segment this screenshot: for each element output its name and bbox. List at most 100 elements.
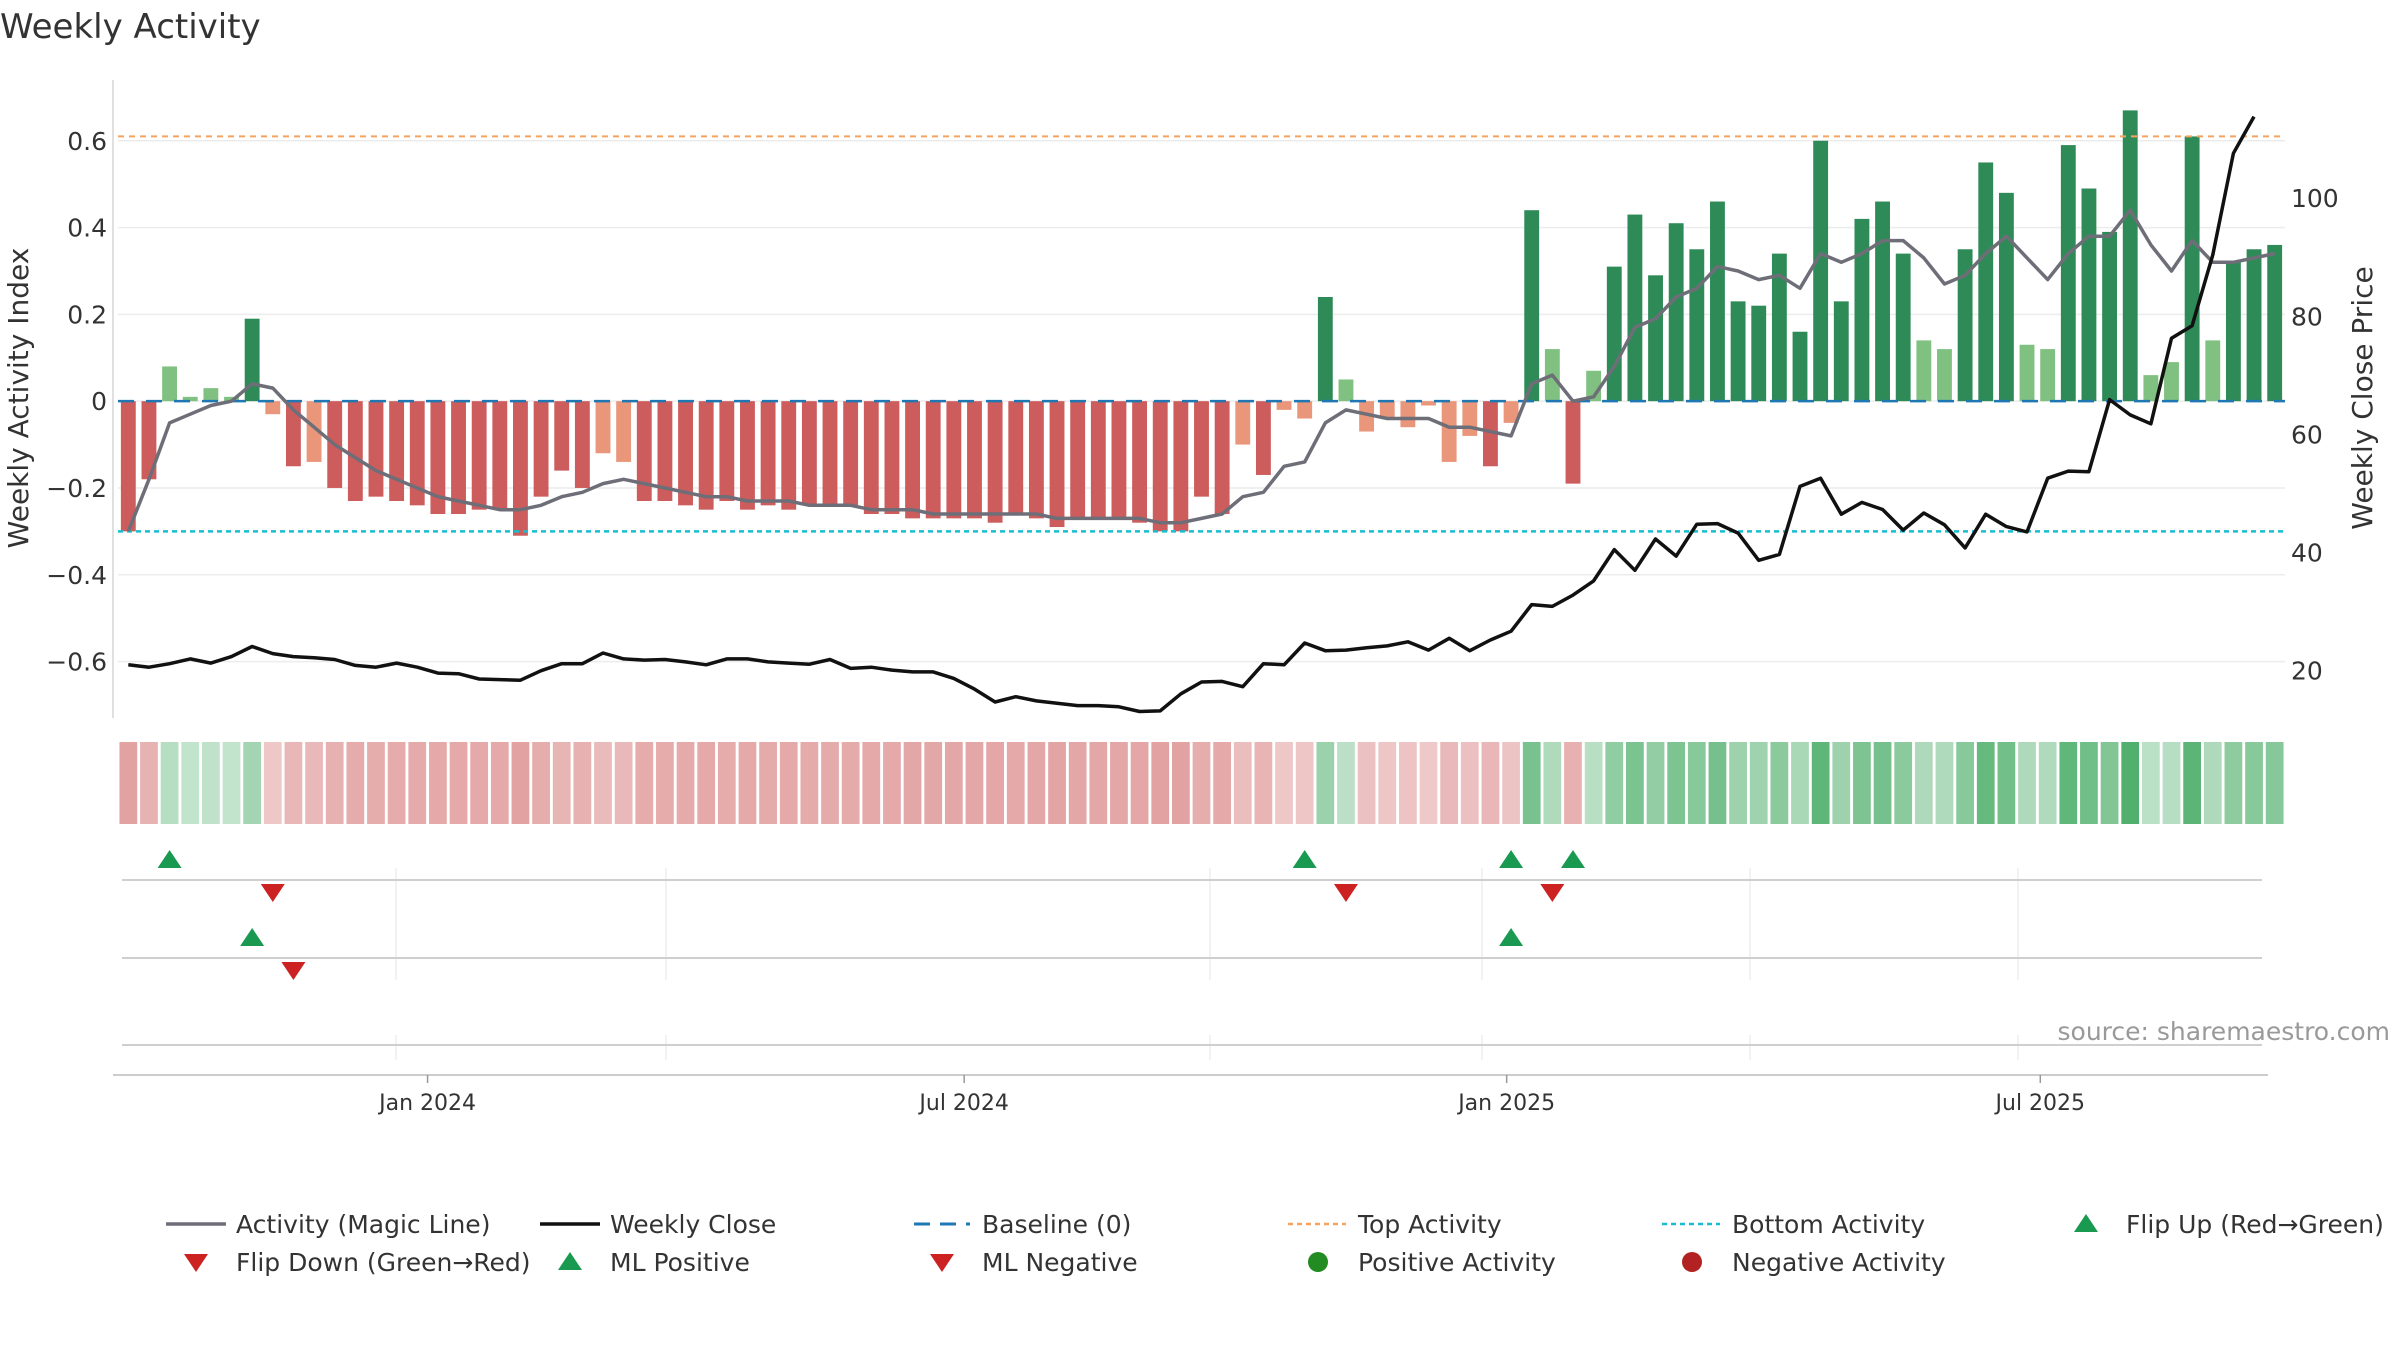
activity-bar [182, 396, 198, 402]
activity-bar [1008, 401, 1024, 515]
heat-cell [552, 742, 571, 824]
activity-bar [1214, 401, 1230, 515]
heat-cell [2100, 742, 2119, 824]
y-right-tick-label: 20 [2291, 657, 2323, 686]
legend-swatch-triangle-down-icon [930, 1254, 954, 1272]
activity-bar [905, 401, 920, 519]
legend-label: ML Negative [982, 1248, 1138, 1277]
legend-label: Top Activity [1357, 1210, 1502, 1239]
activity-bar [2060, 145, 2076, 402]
legend-label: Bottom Activity [1732, 1210, 1925, 1239]
activity-bar [1895, 253, 1911, 402]
activity-bar [1771, 253, 1787, 402]
x-tick-label: Jan 2024 [377, 1091, 476, 1116]
heat-cell [181, 742, 200, 824]
activity-bar [1937, 349, 1952, 402]
activity-bar [1049, 401, 1065, 528]
heat-cell [1378, 742, 1397, 824]
activity-bar [2122, 110, 2138, 402]
activity-bar [1792, 331, 1808, 402]
activity-bar [1833, 301, 1849, 402]
heat-cell [2121, 742, 2140, 824]
activity-bar [2019, 344, 2035, 402]
heat-cell [1564, 742, 1582, 824]
heat-cell [1254, 742, 1273, 824]
activity-bar [636, 401, 652, 501]
heat-cell [614, 742, 633, 824]
activity-bar [698, 401, 714, 510]
activity-bar [1173, 401, 1189, 532]
heat-cell [1233, 742, 1252, 824]
activity-bar [884, 401, 900, 515]
activity-bar [162, 366, 178, 402]
heat-cell [1770, 742, 1789, 824]
activity-bar [595, 401, 611, 454]
heat-cell [1667, 742, 1686, 824]
activity-bar [1503, 401, 1519, 423]
heat-cell [1440, 742, 1459, 824]
activity-bar [1813, 140, 1829, 402]
activity-bar [2184, 136, 2200, 402]
y-tick-label: −0.2 [46, 474, 107, 503]
x-tick-label: Jul 2024 [917, 1091, 1009, 1116]
legend: Activity (Magic Line) Weekly Close Baselin… [166, 1210, 2384, 1277]
heat-cell [1295, 742, 1314, 824]
heat-cell [1997, 742, 2016, 824]
activity-bar [285, 401, 301, 467]
heat-cell [119, 742, 138, 824]
heat-cell [1584, 742, 1603, 824]
heat-cell [1708, 742, 1727, 824]
heat-cell [1399, 742, 1417, 824]
activity-bar [987, 401, 1003, 523]
ml-negative-marker [281, 962, 306, 980]
ml-positive-marker [240, 928, 265, 946]
activity-bar [347, 401, 363, 501]
activity-bar [1276, 401, 1292, 410]
heat-cell [2183, 742, 2202, 824]
x-axis: Jan 2024 Jul 2024 Jan 2025 Jul 2025 [113, 1074, 2268, 1116]
legend-swatch-triangle-down-icon [184, 1254, 208, 1272]
heat-cell [1749, 742, 1768, 824]
heat-cell [903, 742, 922, 824]
activity-bar [1359, 401, 1375, 432]
heat-cell [1543, 742, 1562, 824]
heat-cell [490, 742, 509, 824]
heat-cell [429, 742, 447, 824]
legend-label: ML Positive [610, 1248, 750, 1277]
heat-cell [965, 742, 984, 824]
activity-bar [925, 401, 941, 519]
flip-down-marker [1333, 884, 1358, 902]
activity-bar [244, 318, 260, 402]
activity-bar [1070, 401, 1086, 519]
reference-lines-layer [118, 135, 2285, 533]
heat-cell [841, 742, 860, 824]
activity-bar [1317, 297, 1333, 402]
activity-bar [1875, 201, 1890, 402]
activity-bar [1854, 218, 1870, 402]
heat-cell [2245, 742, 2263, 824]
heat-cell [1171, 742, 1190, 824]
heat-cell [243, 742, 262, 824]
heat-strip [119, 742, 2284, 824]
activity-bar [409, 401, 425, 506]
heat-cell [1935, 742, 1954, 824]
activity-bar [1668, 223, 1684, 402]
heat-cell [738, 742, 757, 824]
heat-cell [532, 742, 550, 824]
flip-up-marker [1499, 850, 1524, 868]
heat-cell [1914, 742, 1933, 824]
heat-cell [1419, 742, 1438, 824]
y-tick-label: 0.2 [67, 300, 107, 329]
heat-cell [986, 742, 1004, 824]
heat-cell [1357, 742, 1376, 824]
activity-bar [1379, 401, 1395, 419]
heat-cell [511, 742, 530, 824]
activity-bar [471, 401, 487, 510]
activity-bar [513, 401, 528, 536]
legend-swatch-triangle-up-icon [558, 1252, 582, 1270]
heat-cell [1213, 742, 1232, 824]
activity-bar [1627, 214, 1643, 402]
activity-bar [1297, 401, 1313, 419]
activity-bar [389, 401, 405, 501]
